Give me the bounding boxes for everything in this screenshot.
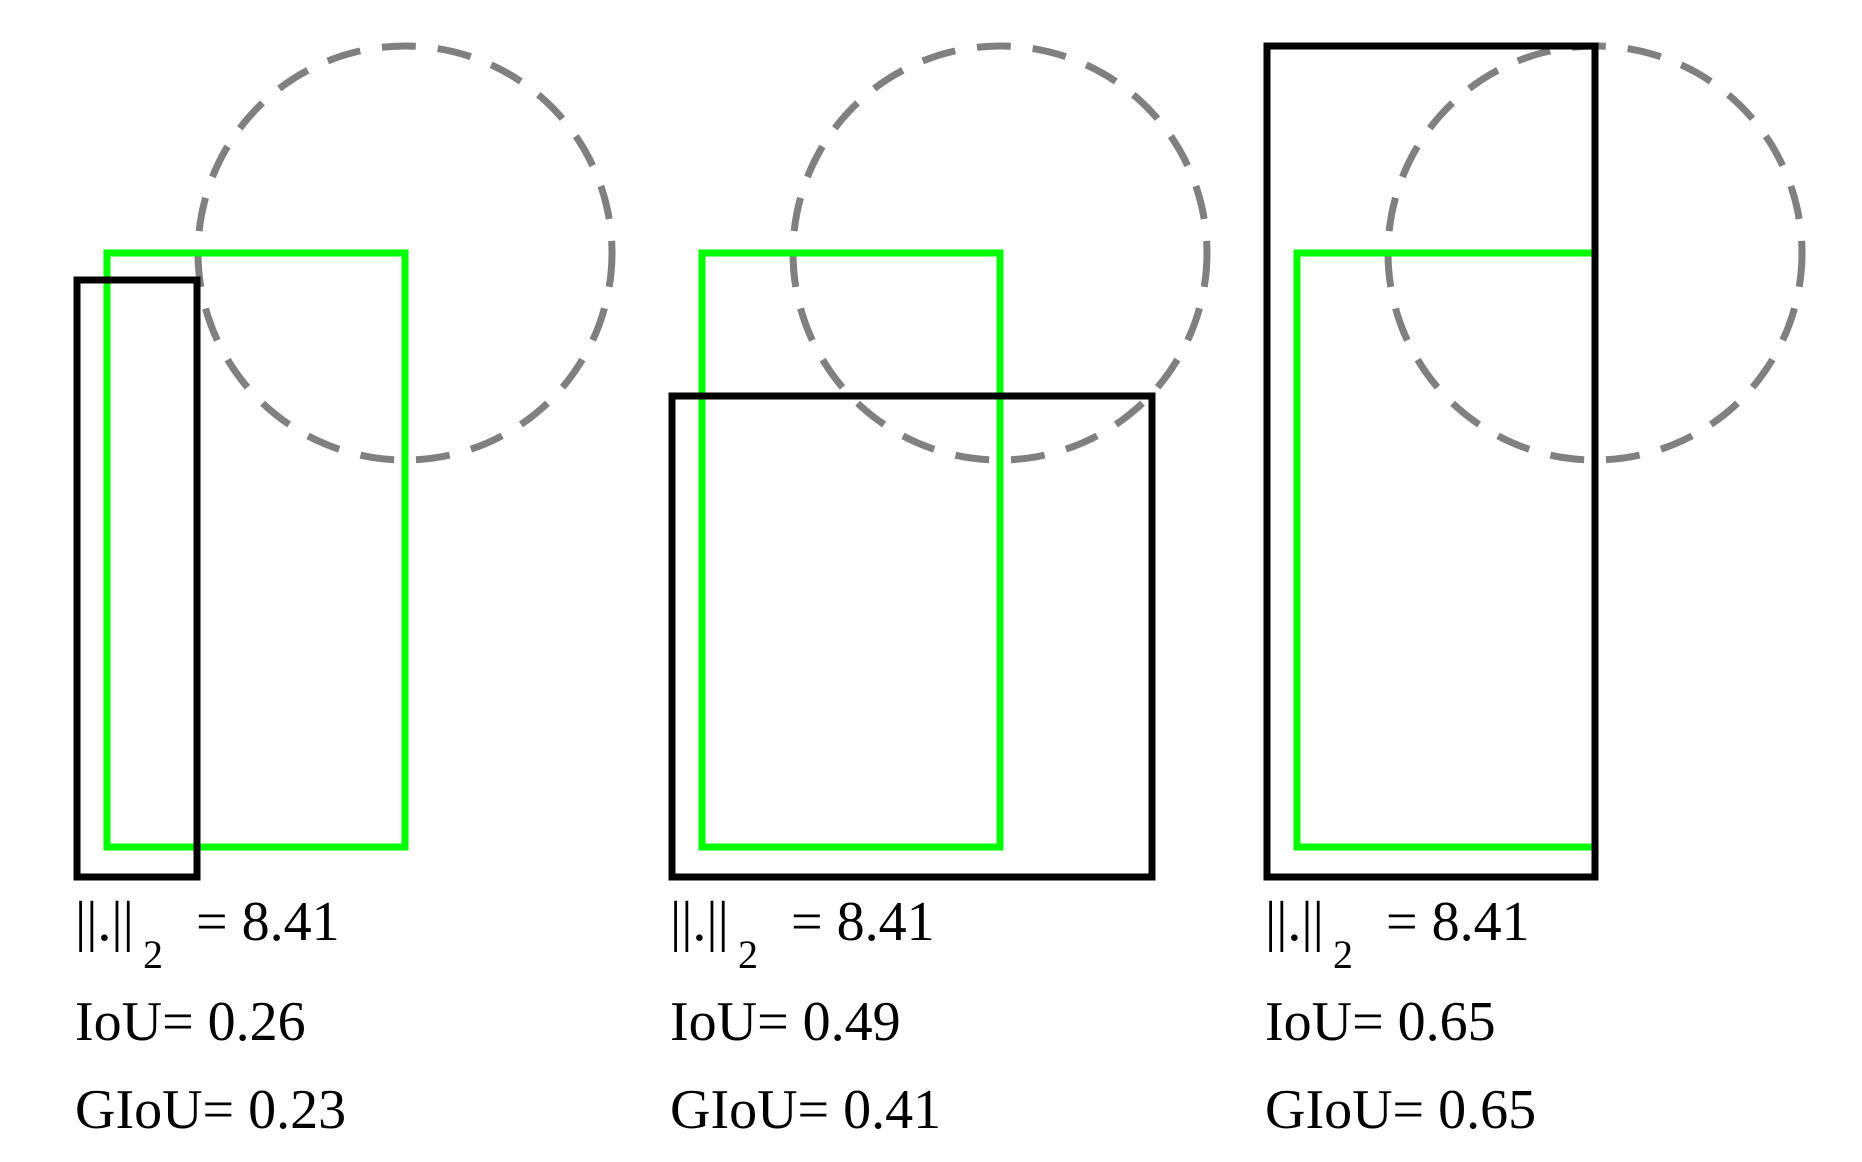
panel-1-iou-label: IoU= 0.26 — [75, 991, 306, 1053]
panel-3-giou-label: GIoU= 0.65 — [1265, 1079, 1536, 1141]
panel-2-giou-label: GIoU= 0.41 — [670, 1079, 941, 1141]
panel-2: ||.|| 2 = 8.41 IoU= 0.49 GIoU= 0.41 — [668, 42, 1211, 1141]
panel-1-giou-label: GIoU= 0.23 — [75, 1079, 346, 1141]
panel-3-norm-label: ||.|| — [1265, 891, 1324, 953]
panel-1-norm-value: = 8.41 — [196, 891, 340, 953]
panel-2-iou-label: IoU= 0.49 — [670, 991, 901, 1053]
panel-2-dashed-circle — [789, 42, 1211, 464]
panel-1-norm-subscript: 2 — [143, 932, 163, 977]
panel-2-predicted-box — [668, 392, 1156, 881]
panel-3-predicted-box — [1263, 42, 1599, 881]
panel-2-norm-subscript: 2 — [738, 932, 758, 977]
panel-2-norm-value: = 8.41 — [791, 891, 935, 953]
panel-3-ground-truth-box — [1293, 249, 1599, 851]
panel-2-ground-truth-box — [698, 249, 1004, 851]
panel-3-norm-value: = 8.41 — [1386, 891, 1530, 953]
panel-1-ground-truth-box — [103, 249, 409, 851]
panel-1-dashed-circle — [194, 42, 616, 464]
panel-2-norm-symbol: ||.|| — [670, 891, 729, 953]
panel-1-norm-symbol: ||.|| — [75, 891, 134, 953]
panel-3-norm-subscript: 2 — [1333, 932, 1353, 977]
panel-1: ||.|| 2 = 8.41 IoU= 0.26 GIoU= 0.23 — [73, 42, 616, 1141]
panel-1-predicted-box — [73, 276, 201, 881]
panel-3-norm-symbol: ||.|| — [1265, 891, 1324, 953]
panel-3: ||.|| 2 = 8.41 IoU= 0.65 GIoU= 0.65 — [1263, 42, 1806, 1141]
panel-1-norm-label: ||.|| — [75, 891, 134, 953]
panel-3-iou-label: IoU= 0.65 — [1265, 991, 1496, 1053]
panel-2-norm-label: ||.|| — [670, 891, 729, 953]
